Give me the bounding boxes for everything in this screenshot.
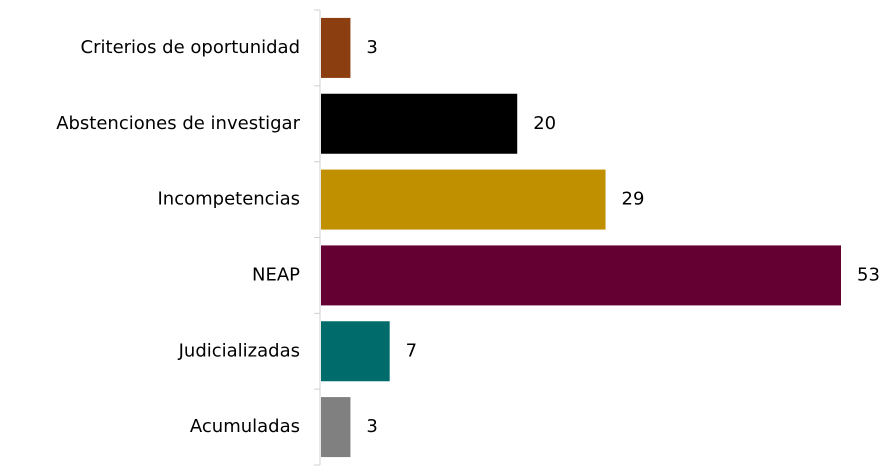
value-label: 53 (857, 264, 880, 285)
category-label: Incompetencias (157, 189, 300, 210)
value-label: 7 (406, 340, 417, 361)
category-label: Judicializadas (178, 340, 300, 361)
category-label: Abstenciones de investigar (56, 113, 300, 134)
bar (321, 93, 518, 154)
value-label: 20 (533, 113, 556, 134)
bar (321, 245, 841, 306)
bar (321, 397, 351, 458)
value-label: 3 (366, 416, 377, 437)
category-label: Criterios de oportunidad (81, 37, 300, 58)
value-label: 29 (622, 189, 645, 210)
category-label: NEAP (252, 264, 300, 285)
bar (321, 169, 606, 230)
bar (321, 321, 390, 382)
bar (321, 17, 351, 78)
category-label: Acumuladas (190, 416, 300, 437)
value-label: 3 (366, 37, 377, 58)
